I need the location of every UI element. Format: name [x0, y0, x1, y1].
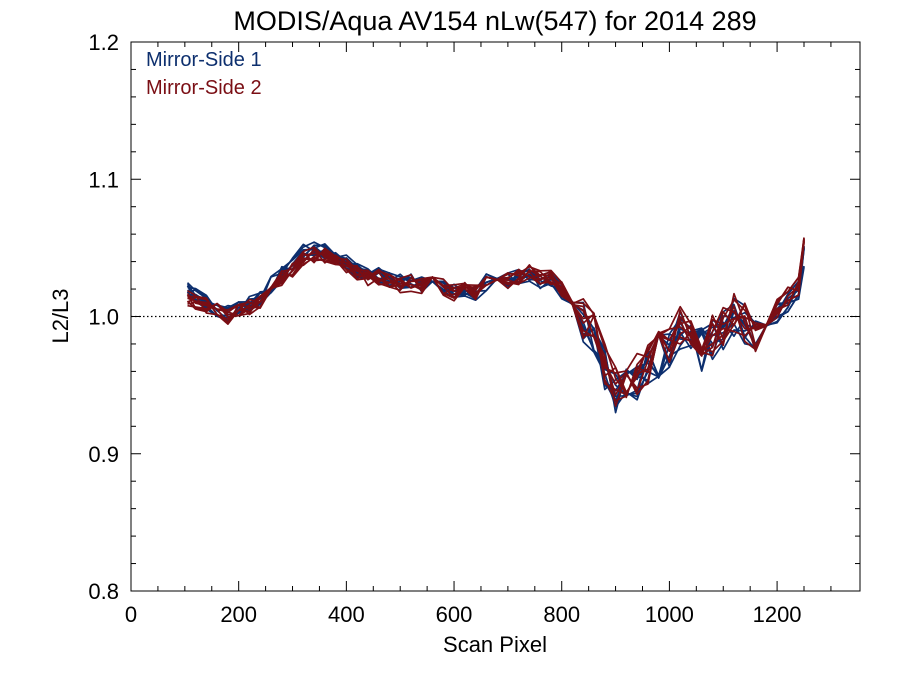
legend: Mirror-Side 1 Mirror-Side 2: [146, 49, 262, 99]
x-axis-label: Scan Pixel: [443, 632, 547, 657]
y-tick-label: 0.8: [88, 579, 119, 604]
series-line-mirror-side-2: [187, 237, 805, 399]
x-tick-label: 1200: [753, 602, 802, 627]
y-tick-label: 0.9: [88, 442, 119, 467]
chart-title: MODIS/Aqua AV154 nLw(547) for 2014 289: [233, 6, 756, 36]
y-tick-label: 1.0: [88, 305, 119, 330]
legend-entry-mirror-side-1: Mirror-Side 1: [146, 49, 262, 71]
series-line-mirror-side-2: [186, 242, 805, 394]
x-tick-label: 600: [436, 602, 473, 627]
x-tick-label: 800: [543, 602, 580, 627]
x-tick-label: 1000: [645, 602, 694, 627]
legend-entry-mirror-side-2: Mirror-Side 2: [146, 77, 262, 99]
plot-area: [186, 237, 805, 414]
x-tick-label: 400: [328, 602, 365, 627]
y-axis: 0.8 0.9 1.0 1.1 1.2: [88, 30, 860, 604]
x-tick-label: 0: [125, 602, 137, 627]
x-tick-label: 200: [220, 602, 257, 627]
y-tick-label: 1.1: [88, 167, 119, 192]
y-tick-label: 1.2: [88, 30, 119, 55]
x-axis: 0 200 400 600 800 1000 1200: [125, 42, 832, 627]
y-axis-label: L2/L3: [48, 288, 73, 343]
